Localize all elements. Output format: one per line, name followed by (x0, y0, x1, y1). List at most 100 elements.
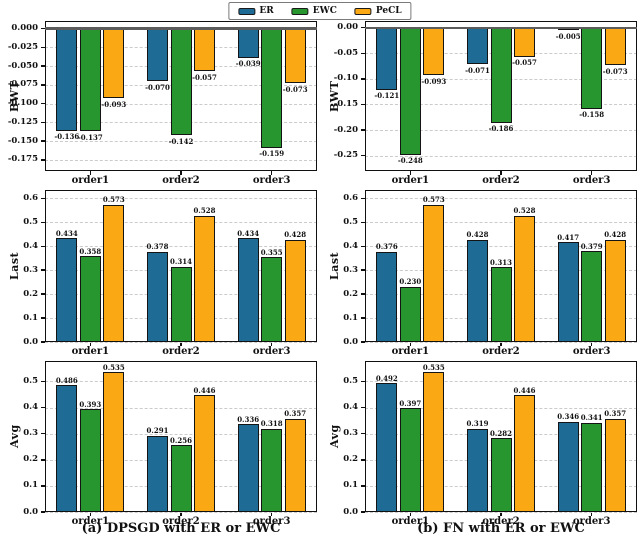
x-category-label: order2 (482, 516, 520, 527)
bar-value-label: 0.486 (55, 375, 78, 385)
y-axis-label: BWT (328, 80, 341, 112)
bar-value-label: -0.093 (101, 99, 127, 109)
bar-pecl-order1 (103, 28, 125, 99)
y-tick-mark (41, 459, 45, 461)
x-category-label: order3 (252, 516, 291, 527)
bar-value-label: -0.093 (421, 76, 447, 86)
x-tick-mark (180, 512, 182, 516)
x-tick-mark (180, 342, 182, 346)
y-tick-mark (41, 432, 45, 435)
zero-line (45, 27, 317, 30)
gridline (45, 433, 317, 435)
y-tick-mark (361, 459, 365, 461)
bar-value-label: 0.355 (260, 247, 283, 257)
y-tick-label: 0.2 (343, 288, 358, 299)
y-tick-label: 0.5 (343, 216, 358, 227)
bar-value-label: 0.230 (399, 277, 422, 287)
y-tick-label: -0.100 (7, 98, 38, 108)
bar-value-label: 0.492 (375, 373, 398, 383)
bar-value-label: -0.186 (488, 124, 514, 134)
y-tick-label: 0.1 (343, 312, 358, 323)
bar-pecl-order2 (514, 395, 535, 512)
gridline (365, 381, 637, 383)
y-tick-mark (361, 511, 365, 513)
x-tick-mark (180, 171, 182, 175)
y-tick-label: 0.1 (343, 480, 358, 491)
gridline (45, 246, 317, 248)
legend-swatch-er (238, 7, 256, 15)
y-tick-mark (41, 406, 45, 409)
bar-ewc-order3 (581, 422, 603, 512)
y-tick-mark (41, 27, 45, 30)
legend-label: EWC (312, 6, 337, 16)
legend-label: PeCL (375, 6, 402, 16)
bar-ewc-order2 (170, 445, 192, 512)
bar-value-label: 0.346 (557, 412, 580, 422)
gridline (365, 433, 637, 435)
subplot-bwt-dpsgd: BWT 0.000 -0.025 -0.050 -0.075 -0.100 -0.125 -0… (0, 15, 320, 187)
bar-pecl-order1 (103, 204, 125, 342)
bar-value-label: 0.313 (490, 257, 512, 267)
x-category-label: order3 (572, 516, 611, 527)
gridline (45, 159, 317, 161)
bar-value-label: 0.428 (466, 230, 489, 240)
gridline (365, 222, 637, 224)
y-tick-label: 0.4 (343, 402, 358, 412)
x-category-label: order3 (572, 346, 611, 357)
y-tick-label: 0.4 (23, 240, 38, 251)
bar-value-label: 0.378 (146, 242, 169, 252)
bar-value-label: 0.314 (170, 257, 192, 267)
y-tick-mark (361, 129, 365, 131)
bar-value-label: -0.070 (145, 82, 170, 92)
x-category-label: order3 (252, 175, 291, 186)
bar-ewc-order1 (79, 409, 101, 512)
x-category-label: order2 (162, 175, 200, 186)
bar-er-order2 (467, 239, 488, 342)
y-tick-label: 0.1 (23, 480, 38, 491)
bar-pecl-order3 (604, 418, 626, 512)
caption-b: (b) FN with ER or EWC (417, 521, 585, 536)
bar-pecl-order1 (423, 204, 445, 342)
y-tick-label: -0.050 (7, 60, 38, 71)
y-tick-label: -0.10 (333, 73, 358, 84)
y-tick-mark (41, 65, 45, 67)
bar-value-label: 0.573 (102, 195, 125, 205)
bar-value-label: -0.073 (282, 84, 308, 94)
bar-ewc-order2 (490, 438, 512, 512)
y-tick-mark (361, 432, 365, 435)
bar-value-label: 0.282 (490, 428, 512, 438)
bar-value-label: 0.357 (604, 409, 627, 419)
y-tick-mark (361, 78, 365, 80)
x-tick-mark (590, 342, 593, 346)
bar-er-order1 (56, 28, 78, 131)
y-tick-label: 0.4 (23, 402, 38, 412)
gridline (365, 246, 637, 248)
bar-value-label: 0.336 (237, 414, 260, 424)
bar-value-label: 0.393 (79, 399, 102, 409)
gridline (45, 381, 317, 383)
bar-value-label: -0.071 (465, 65, 490, 75)
bar-value-label: -0.136 (54, 132, 80, 141)
y-tick-label: 0.3 (343, 264, 358, 275)
y-tick-mark (41, 269, 45, 271)
bar-er-order3 (237, 424, 259, 512)
y-tick-mark (361, 406, 365, 409)
y-tick-label: -0.15 (333, 98, 358, 109)
subplot-last-dpsgd: Last 0.6 0.5 0.4 0.3 0.2 0.1 0.0 0.434 0.358 0.573… (0, 185, 320, 357)
bar-value-label: 0.357 (284, 409, 307, 419)
x-tick-mark (590, 171, 593, 175)
bar-ewc-order3 (581, 251, 603, 342)
bar-value-label: 0.446 (513, 385, 536, 395)
bar-pecl-order3 (284, 418, 306, 512)
bar-pecl-order3 (604, 27, 626, 65)
bar-value-label: -0.248 (397, 156, 423, 166)
y-tick-label: 0.6 (343, 192, 358, 203)
x-category-label: order1 (71, 175, 110, 186)
y-tick-label: 0.0 (343, 336, 358, 347)
bar-pecl-order2 (194, 28, 215, 72)
y-tick-mark (361, 52, 365, 54)
bar-value-label: -0.057 (512, 58, 537, 68)
bar-er-order1 (376, 251, 398, 342)
y-tick-mark (41, 197, 45, 200)
